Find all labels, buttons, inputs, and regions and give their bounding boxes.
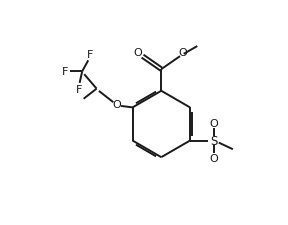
Text: F: F: [62, 67, 68, 77]
Text: O: O: [134, 48, 143, 58]
Text: F: F: [75, 85, 82, 95]
Text: O: O: [112, 100, 121, 110]
Text: O: O: [179, 48, 187, 58]
Text: F: F: [87, 50, 93, 60]
Text: S: S: [210, 135, 217, 147]
Text: O: O: [209, 118, 218, 128]
Text: O: O: [209, 154, 218, 164]
